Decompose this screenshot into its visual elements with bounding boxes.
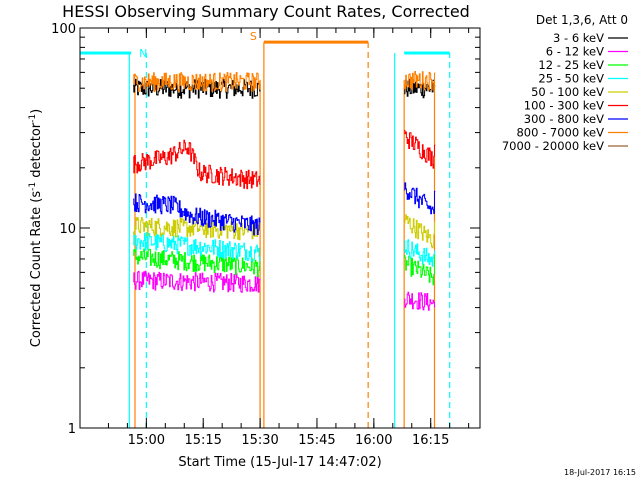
y-axis-label-sup2: -1: [28, 114, 38, 123]
y-axis-label: Corrected Count Rate (s-1 detector-1): [28, 109, 44, 347]
series-line-5-seg-0: [133, 139, 261, 190]
legend-label-8: 7000 - 20000 keV: [502, 139, 604, 153]
y-tick-label-0: 1: [68, 422, 76, 437]
series-line-7-seg-0: [133, 72, 261, 93]
footer-date: 18-Jul-2017 16:15: [564, 468, 636, 477]
state-bar-label-0: N: [139, 47, 147, 60]
series-line-7-seg-1: [404, 71, 436, 91]
y-tick-label-1: 10: [59, 222, 76, 237]
legend-label-5: 100 - 300 keV: [524, 99, 604, 113]
series-line-6-seg-0: [133, 193, 261, 236]
series-line-6-seg-1: [404, 182, 436, 215]
series-line-4-seg-1: [404, 214, 436, 249]
series-line-3-seg-0: [133, 232, 261, 262]
y-axis-label-end: ): [29, 109, 44, 114]
x-tick-label-0: 15:00: [128, 433, 165, 448]
x-tick-label-1: 15:15: [184, 433, 221, 448]
y-axis-ticks: 1 10 100: [51, 22, 480, 437]
x-axis-label: Start Time (15-Jul-17 14:47:02): [178, 455, 381, 470]
legend-title: Det 1,3,6, Att 0: [536, 13, 628, 27]
x-axis-ticks: 15:00 15:15 15:30 15:45 16:00 16:15: [107, 28, 470, 448]
legend-label-6: 300 - 800 keV: [524, 112, 604, 126]
y-axis-label-sup1: -1: [28, 182, 38, 191]
legend-label-4: 50 - 100 keV: [531, 85, 604, 99]
series-line-1-seg-0: [133, 270, 261, 293]
legend-label-1: 6 - 12 keV: [546, 45, 604, 59]
x-tick-label-4: 16:00: [355, 433, 392, 448]
x-tick-label-3: 15:45: [298, 433, 335, 448]
state-bar-label-2: S: [250, 30, 257, 43]
y-axis-label-main: Corrected Count Rate (s: [29, 191, 44, 348]
y-tick-label-2: 100: [51, 22, 76, 37]
series-line-3-seg-1: [404, 239, 436, 267]
legend-label-7: 800 - 7000 keV: [516, 126, 604, 140]
x-tick-label-5: 16:15: [412, 433, 449, 448]
legend-label-3: 25 - 50 keV: [538, 72, 604, 86]
series-line-5-seg-1: [404, 130, 436, 169]
y-axis-label-mid: detector: [29, 122, 44, 182]
x-tick-label-2: 15:30: [241, 433, 278, 448]
chart-title: HESSI Observing Summary Count Rates, Cor…: [62, 2, 470, 21]
series-line-2-seg-0: [133, 248, 261, 277]
legend-label-2: 12 - 25 keV: [538, 58, 604, 72]
legend-label-0: 3 - 6 keV: [553, 31, 604, 45]
plot-data-layer: [80, 40, 451, 428]
series-line-1-seg-1: [404, 291, 436, 311]
